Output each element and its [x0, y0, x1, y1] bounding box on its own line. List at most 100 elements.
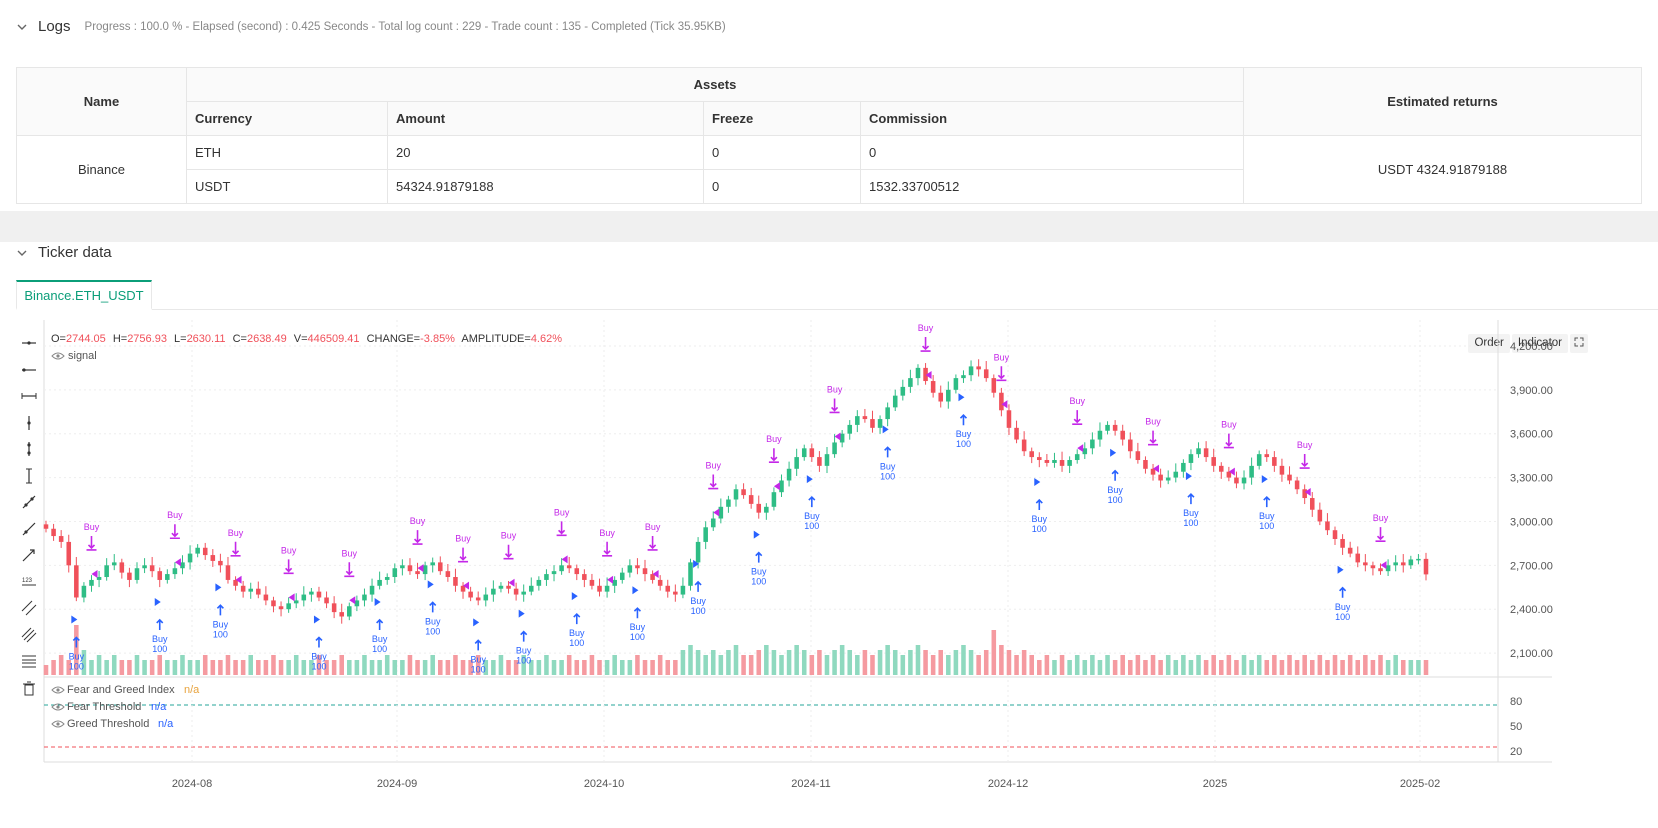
buy-signal-label: Buy	[1107, 485, 1123, 495]
volume-bar	[1067, 660, 1072, 675]
candle-body	[521, 591, 526, 595]
candle-body	[362, 594, 367, 601]
volume-bar	[51, 660, 56, 675]
candlestick-chart[interactable]: Buy100Buy100Buy100Buy100Buy100Buy100Buy1…	[0, 242, 1658, 828]
down-arrow-icon	[920, 337, 931, 352]
volume-bar	[331, 660, 337, 675]
candle-body	[165, 574, 170, 580]
buy-signal-label: Buy	[311, 651, 327, 661]
volume-bar	[915, 645, 921, 675]
candle-body	[1082, 448, 1088, 455]
buy-signal-label: Buy	[470, 654, 486, 664]
volume-bar	[741, 655, 746, 675]
candle-body	[1135, 451, 1141, 461]
vertical-ray-tool-icon[interactable]	[16, 463, 42, 490]
freeze-cell: 0	[703, 135, 861, 170]
down-arrow-icon	[1299, 454, 1310, 469]
tab-binance-eth-usdt[interactable]: Binance.ETH_USDT	[16, 280, 152, 310]
volume-bar	[1340, 660, 1345, 675]
trash-icon[interactable]	[16, 675, 42, 702]
buy-signal-qty: 100	[569, 638, 584, 648]
signal-legend[interactable]: signal	[51, 350, 97, 362]
exit-signal-marker: Buy	[705, 461, 722, 517]
volume-bar	[415, 660, 420, 675]
volume-bar	[983, 650, 989, 675]
candle-body	[574, 568, 580, 575]
candle-body	[983, 369, 989, 379]
volume-bar	[1143, 660, 1148, 675]
candle-body	[612, 579, 617, 586]
down-arrow-icon	[1375, 527, 1386, 542]
indicator-button[interactable]: Indicator	[1511, 334, 1568, 353]
candle-body	[938, 392, 943, 402]
candle-body	[301, 594, 307, 601]
candle-body	[96, 577, 102, 580]
candle-body	[1067, 460, 1072, 466]
logs-header[interactable]: Logs Progress : 100.0 % - Elapsed (secon…	[16, 18, 726, 35]
exit-signal-marker: Buy	[167, 510, 183, 567]
fibonacci-tool-icon[interactable]	[16, 648, 42, 675]
candle-body	[1241, 477, 1247, 484]
candle-body	[119, 562, 125, 573]
buy-signal-label: Buy	[152, 634, 168, 644]
candle-body	[187, 553, 193, 563]
candle-body	[1378, 568, 1383, 572]
candle-body	[733, 489, 739, 500]
chevron-down-icon[interactable]	[16, 21, 28, 33]
candle-body	[1074, 454, 1080, 461]
candle-body	[1196, 448, 1201, 455]
candle-body	[635, 565, 640, 569]
volume-bar	[1128, 660, 1133, 675]
candle-body	[384, 577, 390, 580]
candle-body	[1408, 559, 1414, 566]
candle-body	[1370, 565, 1376, 569]
buy-signal-label: Buy	[690, 596, 706, 606]
entry-triangle-icon	[1185, 472, 1192, 481]
horizontal-ray-tool-icon[interactable]	[16, 357, 42, 384]
up-arrow-icon	[573, 612, 581, 625]
time-tick-label: 2024-11	[791, 778, 831, 790]
buy-signal-qty: 100	[152, 644, 167, 654]
buy-signal-qty: 100	[1108, 495, 1123, 505]
extended-line-tool-icon[interactable]	[16, 383, 42, 410]
parallel-channel-tool-icon[interactable]	[16, 595, 42, 622]
horizontal-line-tool-icon[interactable]	[16, 330, 42, 357]
buy-signal-label: Buy	[630, 622, 646, 632]
candle-body	[210, 555, 216, 561]
currency-cell: USDT	[186, 169, 388, 204]
candle-body	[1287, 474, 1292, 481]
volume-bar	[710, 650, 716, 675]
vertical-segment-tool-icon[interactable]	[16, 436, 42, 463]
up-arrow-icon	[474, 639, 482, 651]
ticker-header[interactable]: Ticker data	[16, 244, 112, 261]
volume-bar	[801, 650, 807, 675]
price-label-tool-icon[interactable]: 123	[16, 569, 42, 596]
up-arrow-icon	[216, 604, 224, 616]
volume-bar	[445, 660, 451, 675]
candle-body	[619, 572, 625, 580]
candle-body	[1226, 471, 1232, 478]
volume-bar	[58, 655, 64, 675]
table-row: Binance ETH 20 0 0 USDT 4324.91879188	[16, 135, 1642, 204]
candle-body	[976, 366, 981, 370]
candle-body	[453, 577, 458, 586]
candle-body	[718, 506, 724, 519]
volume-bar	[202, 655, 208, 675]
candle-body	[286, 603, 291, 610]
indicator-legend[interactable]: Fear and Greed Index n/a Fear Threshold …	[51, 684, 200, 730]
order-button[interactable]: Order	[1468, 334, 1510, 353]
fullscreen-icon[interactable]	[1570, 334, 1588, 353]
trend-line-tool-icon[interactable]	[16, 489, 42, 516]
ray-tool-icon[interactable]	[16, 516, 42, 543]
volume-bar	[1393, 655, 1398, 675]
pitchfork-tool-icon[interactable]	[16, 622, 42, 649]
volume-bar	[1226, 655, 1232, 675]
arrow-tool-icon[interactable]	[16, 542, 42, 569]
candle-body	[544, 574, 549, 580]
candle-body	[1385, 565, 1391, 572]
chevron-down-icon[interactable]	[16, 247, 28, 259]
buy-signal-label: Buy	[213, 619, 229, 629]
vertical-line-tool-icon[interactable]	[16, 410, 42, 437]
